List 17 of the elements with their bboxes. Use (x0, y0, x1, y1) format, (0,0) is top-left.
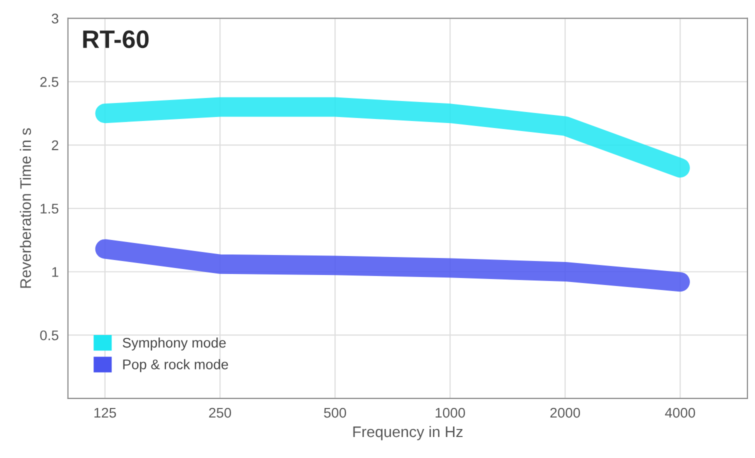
y-tick-label: 2.5 (40, 77, 58, 87)
x-tick-label: 2000 (550, 408, 580, 418)
legend-label: Symphony mode (122, 337, 226, 350)
x-tick-label: 4000 (665, 408, 696, 418)
y-tick-label: 1 (52, 267, 58, 277)
y-tick-label: 3 (52, 14, 58, 24)
y-axis-title: Reverberation Time in s (20, 128, 32, 288)
x-tick-label: 250 (209, 408, 232, 418)
x-tick-label: 500 (324, 408, 346, 418)
y-tick-label: 0.5 (40, 330, 58, 340)
y-tick-label: 2 (52, 140, 58, 150)
x-tick-label: 125 (94, 408, 116, 418)
legend-label: Pop & rock mode (123, 359, 228, 372)
x-axis-title: Frequency in Hz (353, 426, 463, 440)
x-tick-label: 1000 (436, 408, 465, 418)
y-tick-label: 1.5 (40, 204, 58, 214)
chart-title: RT-60 (83, 30, 149, 48)
